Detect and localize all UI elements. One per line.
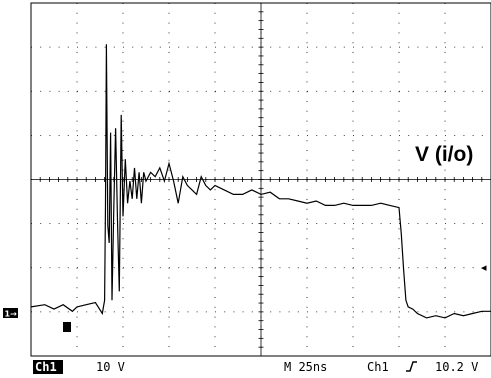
graticule-center-axes	[30, 2, 491, 357]
trigger-slope-icon	[406, 361, 417, 372]
status-bar: Ch1 10 V M 25ns Ch1 10.2 V	[33, 360, 478, 374]
volts-per-div: 10 V	[96, 360, 125, 374]
trigger-level-readout: 10.2 V	[435, 360, 478, 374]
channel-badge	[33, 360, 63, 374]
trigger-source: Ch1	[367, 360, 389, 374]
trigger-level-arrow: ◂	[481, 261, 487, 274]
ground-reference-marker: 1→	[3, 308, 18, 319]
channel-label: Ch1	[35, 360, 57, 374]
trace-label: V (i/o)	[415, 143, 473, 166]
trigger-point-marker	[63, 322, 71, 332]
ground-reference-label: 1→	[5, 310, 18, 319]
timebase-readout: M 25ns	[284, 360, 327, 374]
waveform-trace	[30, 44, 491, 319]
